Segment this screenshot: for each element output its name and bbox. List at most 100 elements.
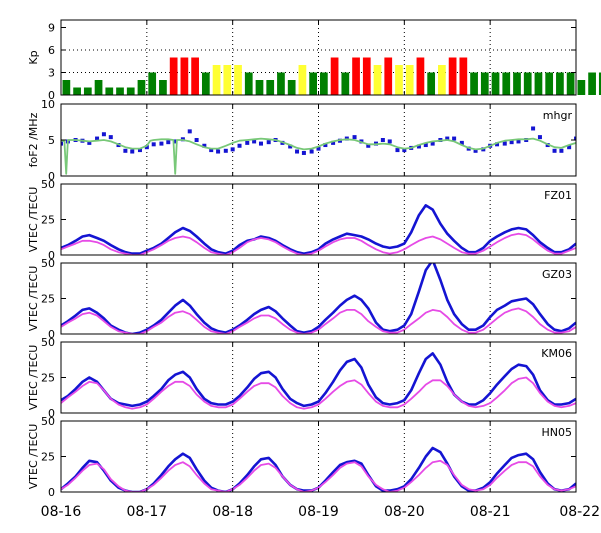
data-point [502,141,507,146]
panel-kp: 0 3 6 9 Kp [27,19,601,102]
kp-bar [137,80,146,95]
data-point [194,138,199,142]
kp-bar [83,87,92,95]
y-tick-label: 0 [48,249,55,262]
kp-bar [448,57,457,95]
data-point [209,148,214,153]
kp-bar [491,72,500,95]
data-point [531,126,536,131]
x-tick-label: 08-20 [384,504,425,520]
kp-bar [513,72,521,95]
kp-bar [309,72,317,95]
kp-bar [201,72,210,95]
kp-bar [534,72,543,95]
kp-bar [470,72,478,95]
kp-bar [405,65,414,95]
data-point [101,132,106,137]
y-tick-label: 50 [41,336,55,349]
data-point [402,148,407,153]
kp-bar [480,72,489,95]
kp-bar [287,80,296,95]
x-tick-label: 08-22 [559,504,600,520]
kp-bar [545,72,554,95]
y-axis-label: VTEC /TECU [27,424,40,489]
kp-bar [438,65,446,95]
y-tick-label: 0 [48,170,55,183]
data-point [352,135,357,140]
kp-bar [362,57,371,95]
data-point [452,136,457,141]
kp-bar [159,80,167,95]
kp-bar [459,57,468,95]
series-line-mhgr-model_fof2 [61,137,576,175]
x-tick-label: 08-21 [470,504,511,520]
data-point [95,136,100,141]
kp-bar [598,72,601,95]
station-label: HN05 [542,426,573,439]
y-tick-label: 3 [48,67,55,80]
y-axis-label: VTEC /TECU [27,266,40,331]
y-tick-label: 25 [41,372,55,385]
data-point [559,148,564,153]
kp-bar [588,72,596,95]
data-point [387,139,392,144]
data-point [245,140,250,145]
data-point [380,138,385,142]
kp-bar [298,65,307,95]
data-point [137,148,142,153]
series-line-fz01-observed [61,204,576,255]
data-point [151,142,156,147]
data-point [495,142,500,147]
station-label: KM06 [541,347,572,360]
x-axis-labels: 08-16 08-17 08-18 08-19 08-20 08-21 08-22 [41,504,600,520]
kp-bar [212,65,221,95]
series-line-km06-observed [61,352,576,408]
y-tick-label: 50 [41,178,55,191]
x-tick-label: 08-19 [298,504,339,520]
data-point [567,145,572,150]
data-point [423,143,428,148]
data-point [309,149,314,154]
y-tick-label: 0 [48,328,55,341]
kp-bar [266,80,275,95]
y-axis-label: VTEC /TECU [27,345,40,410]
kp-bar [191,57,199,95]
station-label: mhgr [543,109,573,122]
data-point [574,136,576,141]
kp-bar [169,57,178,95]
data-point [123,148,128,153]
y-tick-label: 6 [48,44,55,57]
kp-bar [320,72,328,95]
data-point [516,139,521,144]
data-point [301,150,306,155]
data-point [288,144,293,149]
kp-bar [223,65,232,95]
y-axis-label: VTEC /TECU [27,187,40,252]
y-tick-label: 25 [41,451,55,464]
kp-bar [566,72,575,95]
x-tick-label: 08-17 [126,504,167,520]
kp-bar [577,80,586,95]
y-tick-label: 25 [41,293,55,306]
data-point [144,145,149,150]
kp-bar [94,80,103,95]
x-tick-label: 08-16 [41,504,82,520]
y-tick-label: 50 [41,257,55,270]
data-point [509,140,514,145]
kp-bar [255,80,264,95]
data-point [108,135,113,140]
y-tick-label: 0 [48,407,55,420]
data-point [166,140,171,145]
kp-bar [352,57,360,95]
y-tick-label: 50 [41,415,55,428]
data-point [216,149,221,154]
data-point [316,146,321,151]
kp-bar [523,72,532,95]
kp-bar [148,72,157,95]
kp-bar [395,65,403,95]
data-point [552,148,557,153]
